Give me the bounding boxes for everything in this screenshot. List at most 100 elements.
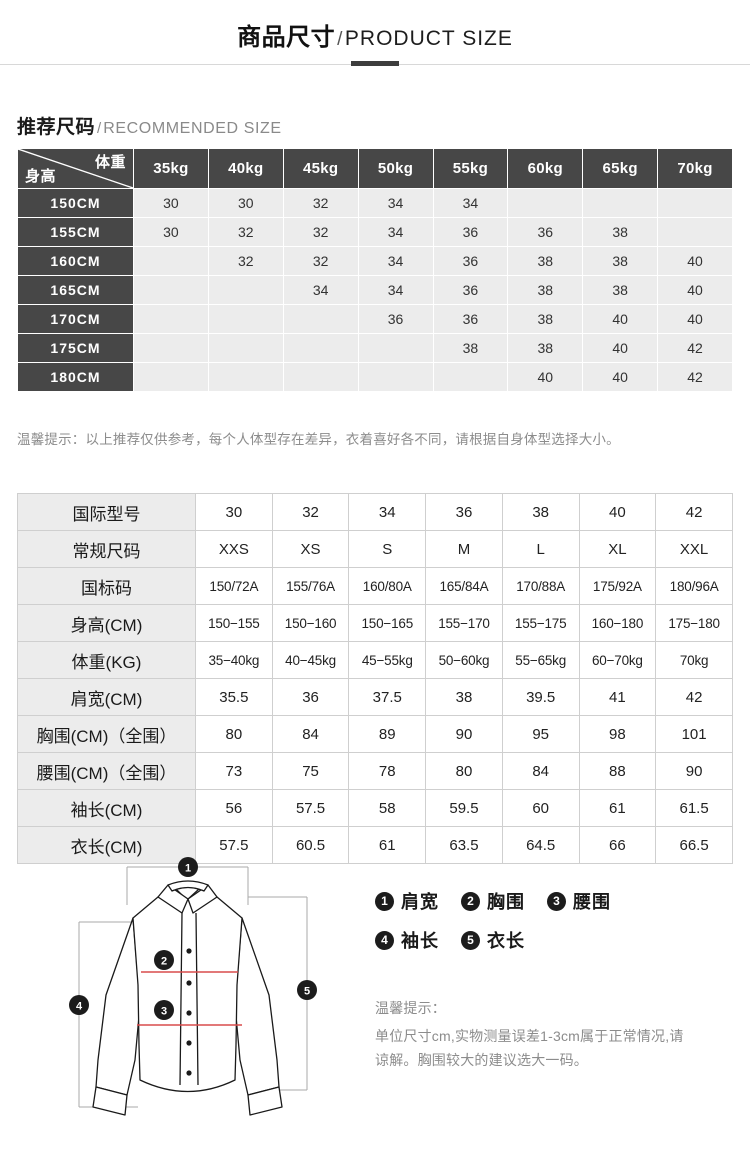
legend-badge-2-icon: 2 bbox=[461, 891, 480, 911]
size-cell: 34 bbox=[357, 246, 434, 276]
spec-cell: 80 bbox=[195, 715, 273, 753]
size-cell: 40 bbox=[582, 304, 659, 334]
size-cell bbox=[133, 304, 209, 334]
size-cell: 32 bbox=[207, 246, 284, 276]
legend-item-bust: 2 胸围 bbox=[461, 888, 525, 914]
spec-cell: 61 bbox=[578, 789, 657, 827]
measurement-note: 温馨提示： 单位尺寸cm,实物测量误差1-3cm属于正常情况,请谅解。胸围较大的… bbox=[375, 996, 685, 1072]
legend-badge-3-icon: 3 bbox=[547, 891, 566, 911]
size-cell: 40 bbox=[657, 275, 733, 305]
size-cell bbox=[507, 188, 584, 218]
spec-cell: 35.5 bbox=[195, 678, 273, 716]
size-cell bbox=[282, 304, 359, 334]
table-row: 155CM 30 32 32 34 36 36 38 bbox=[17, 217, 733, 247]
spec-cell: 175−180 bbox=[655, 604, 733, 642]
spec-cell: 64.5 bbox=[501, 826, 580, 864]
spec-cell: XXS bbox=[195, 530, 273, 568]
spec-cell: 75 bbox=[271, 752, 350, 790]
size-cell: 42 bbox=[657, 362, 733, 392]
size-cell: 38 bbox=[582, 246, 659, 276]
spec-cell: 90 bbox=[425, 715, 503, 753]
legend-item-sleeve: 4 袖长 bbox=[375, 927, 439, 953]
spec-cell: 35−40kg bbox=[195, 641, 273, 679]
size-cell: 38 bbox=[582, 217, 659, 247]
size-cell: 40 bbox=[582, 333, 659, 363]
spec-cell: 63.5 bbox=[425, 826, 503, 864]
spec-row-label: 国标码 bbox=[17, 567, 196, 605]
size-cell bbox=[133, 362, 209, 392]
table-row: 肩宽(CM) 35.5 36 37.5 38 39.5 41 42 bbox=[17, 678, 733, 716]
spec-row-label: 体重(KG) bbox=[17, 641, 196, 679]
spec-cell: 180/96A bbox=[655, 567, 733, 605]
height-row-label: 170CM bbox=[17, 304, 134, 334]
spec-cell: 56 bbox=[195, 789, 273, 827]
subtitle-cn: 推荐尺码 bbox=[17, 117, 96, 138]
shirt-measurement-diagram: 1 2 3 4 5 bbox=[30, 845, 370, 1145]
recommended-size-table-head: 体重 身高 35kg 40kg 45kg 50kg 55kg 60kg 65kg… bbox=[17, 148, 733, 189]
size-cell: 34 bbox=[357, 188, 434, 218]
page-title-en: PRODUCT SIZE bbox=[344, 27, 513, 50]
spec-cell: 41 bbox=[578, 678, 657, 716]
spec-cell: 59.5 bbox=[425, 789, 503, 827]
legend-badge-5-icon: 5 bbox=[461, 930, 480, 950]
spec-row-label: 身高(CM) bbox=[17, 604, 196, 642]
legend-item-length: 5 衣长 bbox=[461, 927, 525, 953]
legend-row-2: 4 袖长 5 衣长 bbox=[375, 927, 675, 953]
spec-cell: 42 bbox=[655, 678, 733, 716]
spec-cell: XS bbox=[271, 530, 350, 568]
size-cell: 38 bbox=[432, 333, 509, 363]
height-row-label: 150CM bbox=[17, 188, 134, 218]
weight-column-header: 50kg bbox=[357, 148, 434, 189]
size-cell: 38 bbox=[507, 246, 584, 276]
spec-cell: 58 bbox=[348, 789, 427, 827]
size-cell: 34 bbox=[357, 217, 434, 247]
size-cell bbox=[133, 275, 209, 305]
subtitle-en: RECOMMENDED SIZE bbox=[103, 120, 282, 137]
spec-cell: 38 bbox=[501, 493, 580, 531]
spec-cell: L bbox=[501, 530, 580, 568]
spec-cell: 57.5 bbox=[271, 789, 350, 827]
table-row: 160CM 32 32 34 36 38 38 40 bbox=[17, 246, 733, 276]
size-cell: 40 bbox=[507, 362, 584, 392]
legend-item-waist: 3 腰围 bbox=[547, 888, 611, 914]
table-row: 国际型号 30 32 34 36 38 40 42 bbox=[17, 493, 733, 531]
weight-column-header: 65kg bbox=[582, 148, 659, 189]
spec-row-label: 国际型号 bbox=[17, 493, 196, 531]
spec-cell: 40−45kg bbox=[271, 641, 350, 679]
spec-cell: 88 bbox=[578, 752, 657, 790]
spec-cell: 155/76A bbox=[271, 567, 350, 605]
size-cell: 32 bbox=[282, 217, 359, 247]
subtitle-separator: / bbox=[97, 120, 102, 137]
spec-cell: 60 bbox=[501, 789, 580, 827]
size-cell: 36 bbox=[432, 304, 509, 334]
diagram-markers: 1 2 3 4 5 bbox=[69, 857, 317, 1020]
table-row: 腰围(CM)（全围） 73 75 78 80 84 88 90 bbox=[17, 752, 733, 790]
size-cell: 34 bbox=[282, 275, 359, 305]
measurement-note-body: 单位尺寸cm,实物测量误差1-3cm属于正常情况,请谅解。胸围较大的建议选大一码… bbox=[375, 1028, 684, 1068]
height-axis-label: 身高 bbox=[25, 168, 57, 185]
size-cell: 30 bbox=[207, 188, 284, 218]
weight-column-header: 70kg bbox=[657, 148, 733, 189]
spec-row-label: 常规尺码 bbox=[17, 530, 196, 568]
recommended-size-subtitle: 推荐尺码 / RECOMMENDED SIZE bbox=[17, 112, 282, 139]
spec-row-label: 袖长(CM) bbox=[17, 789, 196, 827]
size-recommendation-note: 温馨提示：以上推荐仅供参考，每个人体型存在差异，衣着喜好各不同，请根据自身体型选… bbox=[17, 432, 620, 447]
spec-cell: 84 bbox=[271, 715, 350, 753]
marker-3-icon bbox=[154, 1000, 174, 1020]
spec-cell: 45−55kg bbox=[348, 641, 427, 679]
page-title: 商品尺寸/PRODUCT SIZE bbox=[0, 22, 750, 55]
size-cell: 36 bbox=[432, 246, 509, 276]
marker-4-icon bbox=[69, 995, 89, 1015]
size-cell: 40 bbox=[582, 362, 659, 392]
svg-text:5: 5 bbox=[304, 986, 310, 998]
weight-column-header: 60kg bbox=[507, 148, 584, 189]
marker-2-icon bbox=[154, 950, 174, 970]
size-cell bbox=[657, 217, 733, 247]
table-row: 165CM 34 34 36 38 38 40 bbox=[17, 275, 733, 305]
size-cell: 34 bbox=[432, 188, 509, 218]
legend-badge-1-icon: 1 bbox=[375, 891, 394, 911]
size-cell bbox=[282, 333, 359, 363]
measurement-note-title: 温馨提示： bbox=[375, 1000, 446, 1016]
diagonal-split-line-icon bbox=[18, 149, 133, 188]
detailed-spec-table: 国际型号 30 32 34 36 38 40 42 常规尺码 XXS XS S … bbox=[17, 493, 733, 864]
